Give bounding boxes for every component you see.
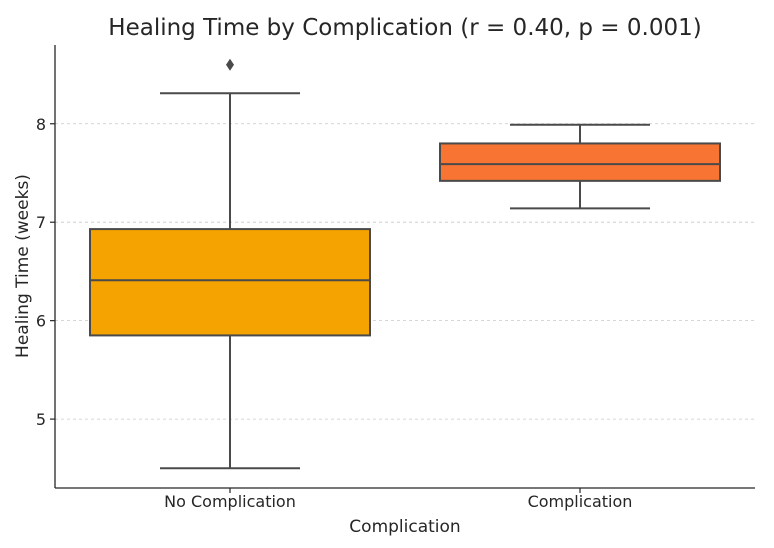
y-axis-ticks: 5 6 7 8: [36, 115, 55, 429]
outlier-point: [226, 58, 234, 71]
y-tick-label: 6: [36, 312, 46, 331]
x-tick-label: No Complication: [164, 492, 296, 511]
x-tick-label: Complication: [528, 492, 633, 511]
box-group: [89, 58, 371, 470]
y-tick-label: 5: [36, 410, 46, 429]
x-axis-ticks: No Complication Complication: [164, 488, 632, 511]
x-axis-label: Complication: [349, 517, 460, 537]
box-iqr: [89, 228, 371, 337]
chart-title: Healing Time by Complication (r = 0.40, …: [108, 15, 701, 41]
box-iqr: [439, 142, 721, 182]
box-group: [439, 123, 721, 210]
y-tick-label: 8: [36, 115, 46, 134]
y-tick-label: 7: [36, 213, 46, 232]
y-axis-label: Healing Time (weeks): [13, 174, 33, 358]
box-series: [89, 58, 721, 470]
